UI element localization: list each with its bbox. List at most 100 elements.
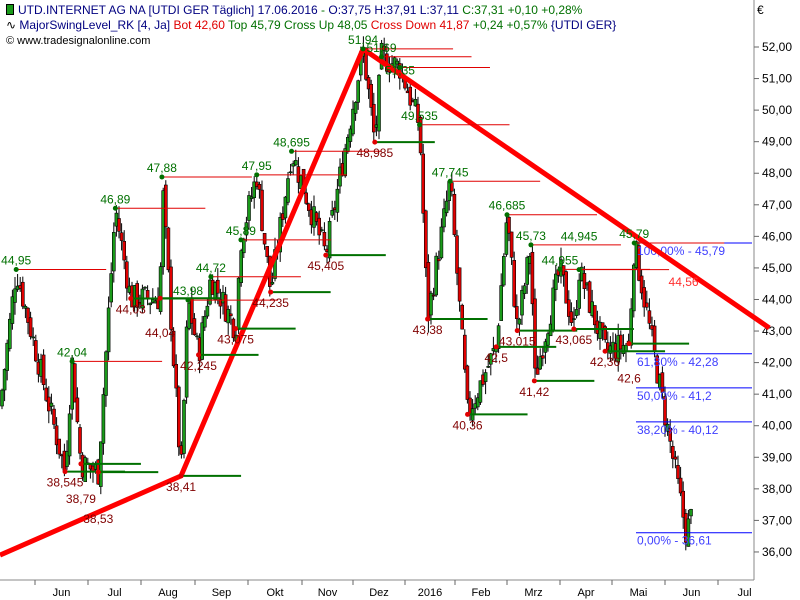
- x-tick-label: Okt: [266, 587, 283, 599]
- candle: [395, 60, 400, 65]
- candle: [330, 210, 335, 216]
- candle: [431, 294, 436, 297]
- candle: [569, 311, 574, 323]
- candle: [33, 340, 38, 362]
- candle: [164, 184, 168, 228]
- candle: [603, 326, 608, 340]
- candle: [520, 289, 524, 316]
- candle: [665, 424, 670, 432]
- indicator-suffix: {UTDI GER}: [550, 18, 617, 32]
- candle: [538, 356, 543, 370]
- candle: [566, 299, 571, 317]
- candle: [457, 267, 462, 302]
- candle: [52, 408, 56, 425]
- fib-label: 38,20% - 40,12: [637, 423, 719, 437]
- candle: [104, 351, 108, 396]
- candle: [647, 310, 652, 324]
- indicator-top: Top 45,79 Cross Up 48,05: [228, 18, 368, 32]
- candle: [436, 258, 441, 262]
- y-tick-label: 41,00: [762, 387, 792, 401]
- swing-low-label: 44,04: [145, 326, 175, 340]
- candle: [439, 226, 444, 259]
- candle: [223, 294, 228, 322]
- candle: [644, 302, 649, 308]
- swing-point: [112, 205, 118, 211]
- candle: [13, 288, 17, 303]
- candle: [203, 316, 207, 328]
- candle: [117, 218, 121, 232]
- x-tick-label: Jun: [683, 587, 701, 599]
- x-tick-label: Dez: [369, 587, 389, 599]
- candle: [252, 181, 256, 199]
- swing-point: [531, 378, 537, 384]
- candle: [564, 271, 569, 304]
- candle: [20, 281, 25, 307]
- candle: [452, 193, 457, 235]
- candle: [366, 77, 371, 90]
- candle: [434, 255, 439, 296]
- x-tick-label: Mrz: [524, 587, 542, 599]
- candle: [265, 246, 270, 257]
- y-tick-label: 48,00: [762, 166, 792, 180]
- candle: [57, 438, 62, 455]
- candle: [122, 240, 126, 261]
- fib-label: 50,00% - 41,2: [637, 389, 712, 403]
- swing-point: [268, 289, 274, 295]
- candle: [293, 160, 298, 166]
- swing-point: [128, 296, 134, 302]
- candle: [587, 281, 592, 313]
- swing-low-label: 44,03: [116, 303, 146, 317]
- swing-point: [13, 266, 19, 272]
- bar-date: 17.06.2016: [257, 3, 318, 17]
- candle: [512, 260, 517, 307]
- candle-icon: [6, 4, 14, 15]
- candle: [171, 330, 176, 367]
- swing-point: [504, 212, 510, 218]
- candle: [143, 286, 147, 289]
- candle: [257, 184, 262, 190]
- swing-point: [78, 461, 84, 467]
- candle: [109, 273, 113, 303]
- swing-low-label: 43,015: [499, 335, 536, 349]
- swing-low-label: 43,065: [556, 333, 593, 347]
- swing-point: [289, 148, 295, 154]
- y-tick-label: 46,00: [762, 229, 792, 243]
- candle: [577, 279, 582, 309]
- candle: [429, 292, 433, 316]
- candle: [535, 367, 540, 375]
- y-tick-label: 44,00: [762, 292, 792, 306]
- candle: [442, 208, 446, 228]
- candle: [338, 166, 342, 187]
- candle: [462, 334, 467, 370]
- swing-high-label: 44,72: [196, 261, 226, 275]
- swing-low-label: 40,36: [453, 418, 483, 432]
- swing-point: [528, 242, 534, 248]
- x-tick-label: 2016: [418, 587, 442, 599]
- swing-point: [465, 411, 471, 417]
- y-tick-label: 43,00: [762, 324, 792, 338]
- swing-point: [626, 341, 632, 347]
- swing-low-label: 41,42: [519, 385, 549, 399]
- candle: [78, 427, 82, 454]
- x-tick-label: Feb: [472, 587, 491, 599]
- candle: [522, 285, 527, 294]
- indicator-change: +0,24 +0,57%: [472, 18, 548, 32]
- swing-high-label: 43,98: [173, 284, 203, 298]
- swing-point: [571, 326, 577, 332]
- swing-low-label: 38,545: [47, 476, 84, 490]
- candle: [184, 326, 189, 398]
- candle: [618, 334, 623, 350]
- swing-high-label: 45,73: [516, 229, 546, 243]
- candle: [67, 413, 72, 457]
- candle: [486, 366, 491, 368]
- y-tick-label: 47,00: [762, 198, 792, 212]
- candle: [28, 317, 33, 337]
- candle: [499, 285, 504, 321]
- candle: [444, 200, 449, 214]
- candle: [166, 227, 171, 271]
- candle: [23, 305, 28, 309]
- swing-high-label: 44,945: [561, 230, 598, 244]
- x-tick-label: Sep: [212, 587, 232, 599]
